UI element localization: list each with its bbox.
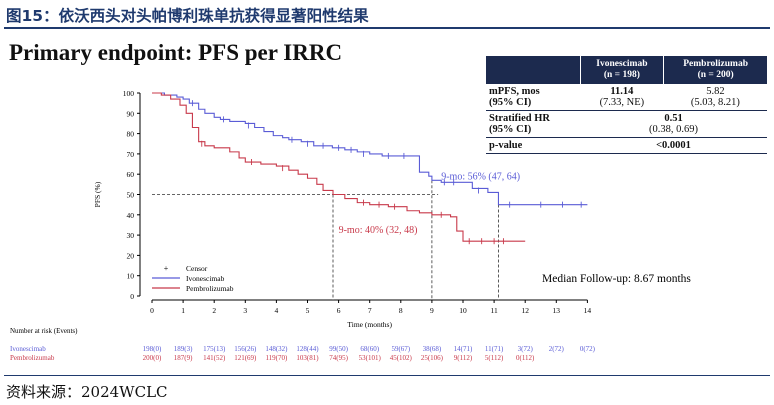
risk-count: 0(72) [580, 345, 596, 353]
legend-censor-label: Censor [186, 264, 208, 273]
risk-count: 14(71) [454, 345, 473, 353]
risk-count: 99(50) [329, 345, 348, 353]
title-rule [4, 27, 770, 29]
risk-count: 74(95) [329, 354, 348, 362]
figure-title: 图15：依沃西头对头帕博利珠单抗获得显著阳性结果 [6, 7, 369, 25]
x-tick-label: 1 [181, 306, 185, 315]
risk-count: 119(70) [265, 354, 288, 362]
header-pem-name: Pembrolizumab [683, 59, 748, 69]
pem-mpfs-ci: (5.03, 8.21) [690, 97, 740, 108]
x-tick-label: 8 [399, 306, 403, 315]
annotation-pembrolizumab: 9-mo: 40% (32, 48) [339, 225, 418, 236]
row-sublabel: (95% CI) [489, 97, 532, 108]
x-tick-label: 9 [430, 306, 434, 315]
risk-count: 3(72) [518, 345, 534, 353]
risk-count: 187(9) [174, 354, 193, 362]
table-header-pembrolizumab: Pembrolizumab (n = 200) [663, 56, 767, 84]
risk-count: 103(81) [296, 354, 319, 362]
x-tick-label: 2 [212, 306, 216, 315]
risk-count: 198(0) [143, 345, 162, 353]
table-row-mpfs: mPFS, mos (95% CI) 11.14 (7.33, NE) 5.82 (5… [486, 84, 767, 111]
risk-count: 175(13) [203, 345, 226, 353]
curve-ivonescimab [152, 92, 588, 206]
risk-count: 128(44) [296, 345, 319, 353]
ivo-mpfs-ci: (7.33, NE) [599, 97, 645, 108]
risk-count: 121(69) [234, 354, 257, 362]
row-label: Stratified HR [489, 113, 550, 124]
table-row-pvalue: p-value <0.0001 [486, 137, 767, 154]
x-tick-label: 6 [337, 306, 341, 315]
p-value: <0.0001 [656, 140, 691, 151]
x-tick-label: 13 [553, 306, 561, 315]
chart-heading: Primary endpoint: PFS per IRRC [9, 40, 343, 65]
hr-value: 0.51 [664, 113, 683, 124]
y-tick-label: 90 [127, 109, 135, 118]
risk-count: 68(60) [360, 345, 379, 353]
curve-pembrolizumab [152, 92, 526, 242]
x-tick-label: 11 [490, 306, 497, 315]
risk-count: 38(68) [423, 345, 442, 353]
x-tick-label: 7 [368, 306, 372, 315]
risk-row-name: Ivonescimab [10, 345, 46, 353]
header-ivo-name: Ivonescimab [596, 59, 648, 69]
results-table: Ivonescimab (n = 198) Pembrolizumab (n = 2… [486, 56, 767, 154]
row-label: p-value [489, 140, 523, 151]
risk-count: 200(0) [143, 354, 162, 362]
x-tick-label: 10 [459, 306, 467, 315]
row-sublabel: (95% CI) [489, 124, 532, 135]
risk-count: 189(3) [174, 345, 193, 353]
risk-count: 9(112) [454, 354, 473, 362]
risk-count: 156(26) [234, 345, 257, 353]
x-axis-title: Time (months) [347, 320, 392, 329]
row-label: mPFS, mos [489, 86, 540, 97]
x-tick-label: 0 [150, 306, 154, 315]
ivo-mpfs: 11.14 [610, 86, 634, 97]
legend-ivonescimab-label: Ivonescimab [186, 274, 225, 283]
risk-count: 141(52) [203, 354, 226, 362]
risk-count: 0(112) [516, 354, 535, 362]
risk-count: 53(101) [359, 354, 382, 362]
y-tick-label: 100 [123, 89, 135, 98]
y-tick-label: 70 [127, 150, 135, 159]
y-tick-label: 0 [130, 292, 134, 301]
pem-mpfs: 5.82 [706, 86, 725, 97]
risk-count: 2(72) [549, 345, 565, 353]
legend-censor-symbol: + [164, 264, 169, 273]
y-tick-label: 30 [127, 231, 135, 240]
risk-count: 148(32) [265, 345, 288, 353]
table-row-hr: Stratified HR (95% CI) 0.51 (0.38, 0.69) [486, 110, 767, 138]
x-tick-label: 14 [584, 306, 592, 315]
x-tick-label: 5 [306, 306, 310, 315]
risk-count: 11(71) [485, 345, 504, 353]
risk-count: 45(102) [390, 354, 413, 362]
x-tick-label: 4 [275, 306, 279, 315]
y-tick-label: 50 [127, 191, 135, 200]
y-tick-label: 20 [127, 251, 135, 260]
source-note: 资料来源：2024WCLC [6, 383, 168, 401]
table-header-ivonescimab: Ivonescimab (n = 198) [580, 56, 665, 84]
header-ivo-n: (n = 198) [603, 70, 640, 80]
risk-count: 25(106) [421, 354, 444, 362]
risk-count: 59(67) [391, 345, 410, 353]
x-tick-label: 12 [521, 306, 529, 315]
number-at-risk-title: Number at risk (Events) [10, 327, 78, 335]
y-tick-label: 80 [127, 130, 135, 139]
risk-count: 5(112) [485, 354, 504, 362]
annotation-ivonescimab: 9-mo: 56% (47, 64) [441, 171, 520, 182]
risk-row-name: Pembrolizumab [10, 354, 55, 362]
x-tick-label: 3 [243, 306, 247, 315]
y-axis-title: PFS (%) [93, 181, 102, 207]
table-header-blank [486, 56, 581, 84]
legend-pembrolizumab-label: Pembrolizumab [186, 284, 234, 293]
y-tick-label: 60 [127, 170, 135, 179]
hr-ci: (0.38, 0.69) [649, 124, 698, 135]
median-followup-label: Median Follow-up: 8.67 months [542, 273, 691, 285]
footer-rule [4, 375, 770, 376]
header-pem-n: (n = 200) [697, 70, 734, 80]
y-tick-label: 40 [127, 211, 135, 220]
y-tick-label: 10 [127, 272, 135, 281]
